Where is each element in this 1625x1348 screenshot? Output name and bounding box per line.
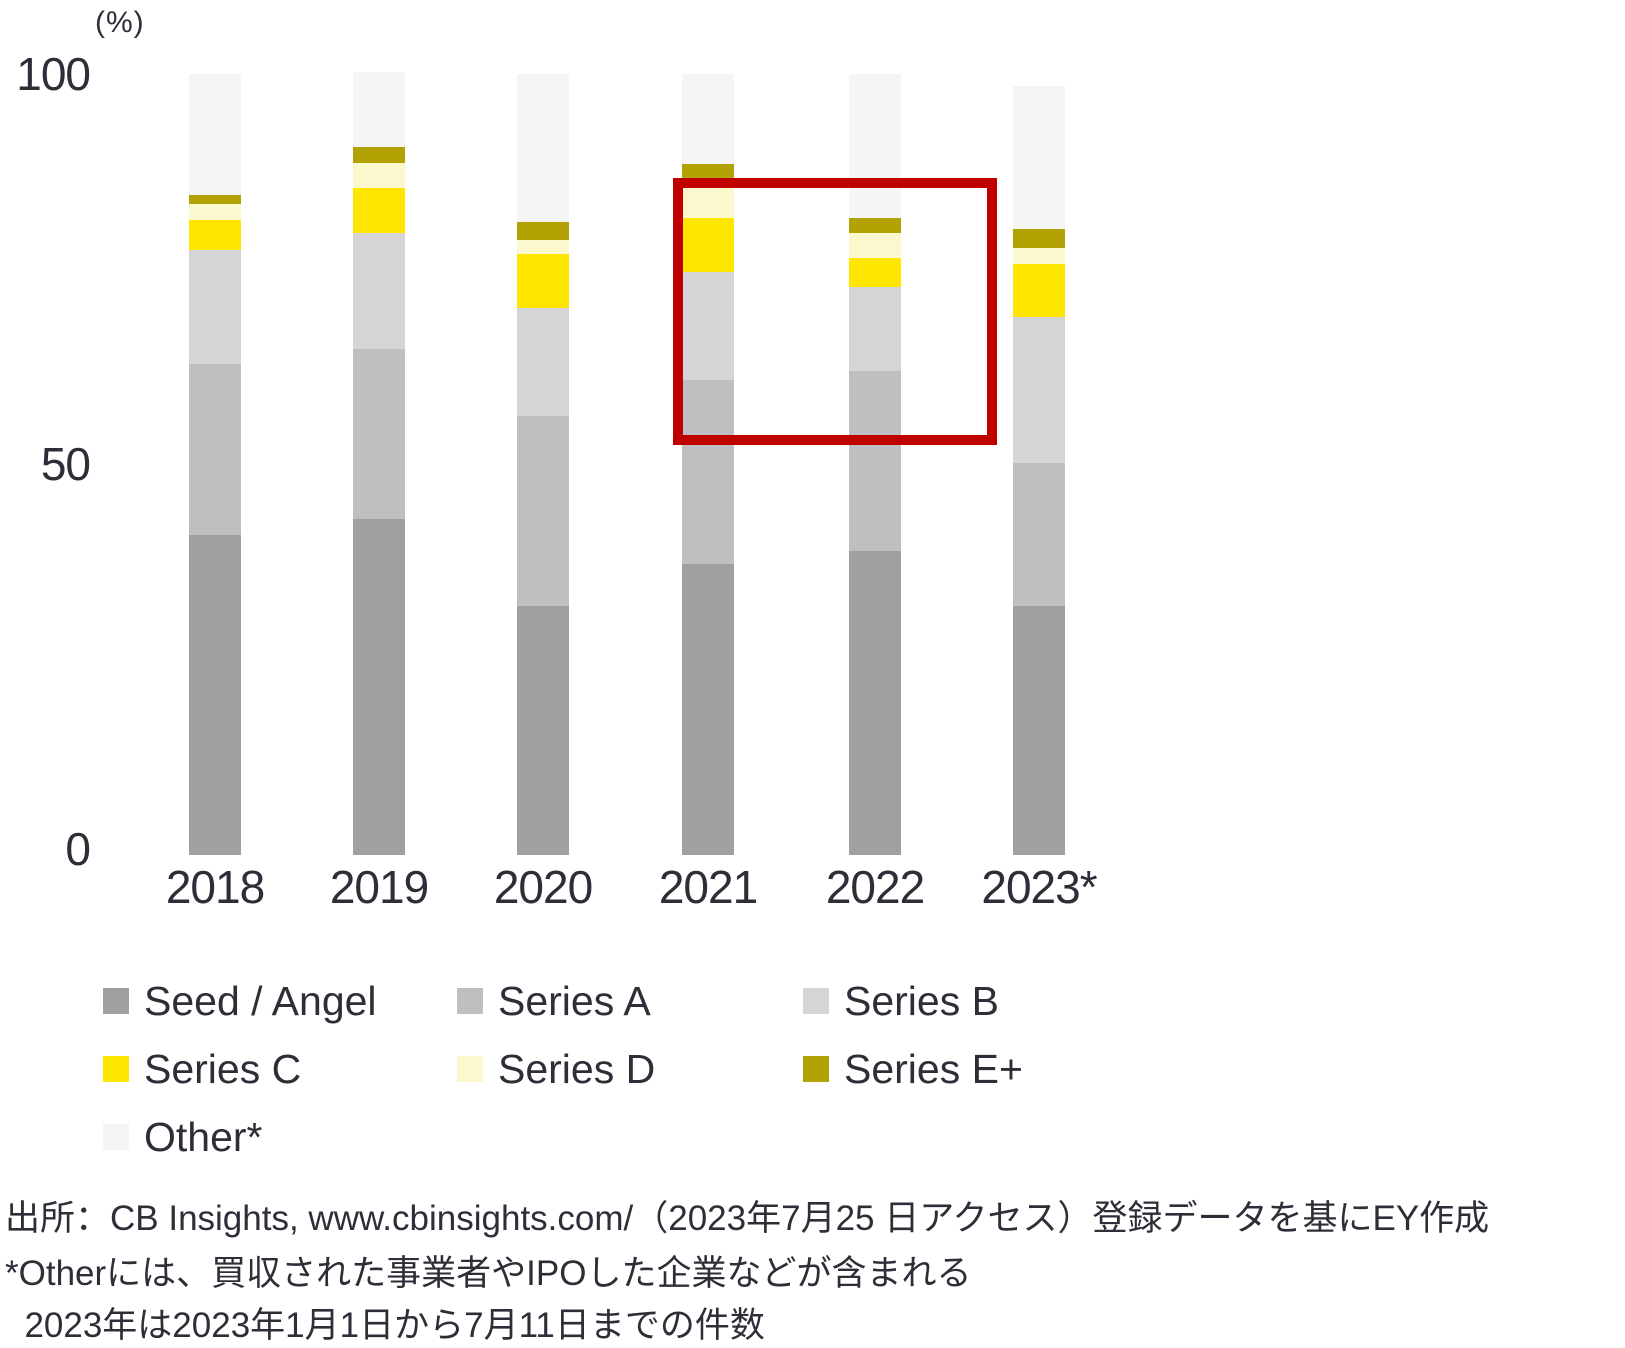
segment-series-d-2021 [682,182,734,218]
segment-series-e+-2019 [353,147,405,163]
y-axis-unit-label: (%) [95,6,145,39]
legend-label: Series E+ [844,1045,1023,1092]
segment-series-c-2019 [353,187,405,234]
legend-swatch-icon [457,1056,483,1082]
segment-series-c-2021 [682,217,734,273]
segment-seed-angel-2020 [517,606,569,855]
x-label-2019: 2019 [329,861,429,913]
source-note-line-1: 出所：CB Insights, www.cbinsights.com/（2023… [5,1199,1490,1238]
segment-series-b-2023* [1013,317,1065,464]
legend-item-series-e+: Series E+ [803,1045,1023,1092]
segment-series-a-2021 [682,380,734,565]
segment-series-c-2018 [189,220,241,250]
segment-series-d-2022 [849,233,901,258]
segment-series-d-2020 [517,240,569,254]
legend-swatch-icon [457,988,483,1014]
segment-series-c-2022 [849,257,901,288]
segment-series-b-2021 [682,272,734,381]
segment-series-c-2020 [517,253,569,308]
segment-series-e+-2020 [517,221,569,241]
segment-seed-angel-2018 [189,535,241,855]
legend-swatch-icon [103,1056,129,1082]
segment-other--2021 [682,73,734,164]
x-label-2018: 2018 [165,861,265,913]
y-tick-50: 50 [40,438,91,490]
segment-seed-angel-2022 [849,550,901,855]
segment-seed-angel-2019 [353,518,405,855]
segment-seed-angel-2023* [1013,606,1065,855]
legend-label: Series D [498,1045,656,1092]
legend-label: Series A [498,977,651,1024]
segment-other--2019 [353,72,405,148]
legend-item-other-: Other* [103,1113,263,1160]
bar-2022 [849,73,901,855]
segment-series-e+-2022 [849,218,901,234]
segment-series-a-2019 [353,349,405,519]
bar-2021 [682,73,734,855]
legend-label: Series C [144,1045,302,1092]
legend-label: Series B [844,977,999,1024]
legend-label: Seed / Angel [144,977,377,1024]
segment-series-a-2022 [849,370,901,551]
legend-swatch-icon [103,1124,129,1150]
segment-seed-angel-2021 [682,564,734,855]
segment-series-b-2020 [517,307,569,416]
bar-2023* [1013,86,1065,855]
segment-other--2022 [849,73,901,219]
legend-swatch-icon [803,1056,829,1082]
x-label-2021: 2021 [658,861,758,913]
segment-series-b-2022 [849,287,901,371]
segment-series-e+-2021 [682,163,734,183]
segment-other--2020 [517,73,569,222]
legend-swatch-icon [103,988,129,1014]
segment-series-a-2020 [517,415,569,607]
y-tick-0: 0 [65,823,91,875]
segment-other--2023* [1013,86,1065,230]
legend-swatch-icon [803,988,829,1014]
bar-2018 [189,73,241,855]
source-note-line-3: 2023年は2023年1月1日から7月11日までの件数 [5,1306,765,1345]
segment-series-d-2019 [353,162,405,188]
segment-series-e+-2023* [1013,229,1065,249]
segment-series-b-2018 [189,249,241,364]
legend-item-seed-angel: Seed / Angel [103,977,377,1024]
bar-2019 [353,72,405,855]
legend-item-series-c: Series C [103,1045,302,1092]
segment-series-d-2018 [189,204,241,221]
segment-series-b-2019 [353,233,405,350]
bar-2020 [517,73,569,855]
x-label-2023*: 2023* [981,861,1097,913]
x-label-2020: 2020 [493,861,593,913]
legend-item-series-d: Series D [457,1045,656,1092]
source-note-line-2: *Otherには、買収された事業者やIPOした企業などが含まれる [5,1254,972,1293]
x-label-2022: 2022 [825,861,925,913]
segment-series-a-2018 [189,363,241,536]
highlight-rectangle-annotation [673,178,997,445]
segment-series-a-2023* [1013,463,1065,607]
legend-item-series-a: Series A [457,977,651,1024]
y-tick-100: 100 [16,48,91,100]
segment-series-e+-2018 [189,195,241,205]
segment-series-c-2023* [1013,263,1065,317]
legend-label: Other* [144,1113,263,1160]
segment-other--2018 [189,73,241,196]
legend-item-series-b: Series B [803,977,999,1024]
segment-series-d-2023* [1013,248,1065,264]
